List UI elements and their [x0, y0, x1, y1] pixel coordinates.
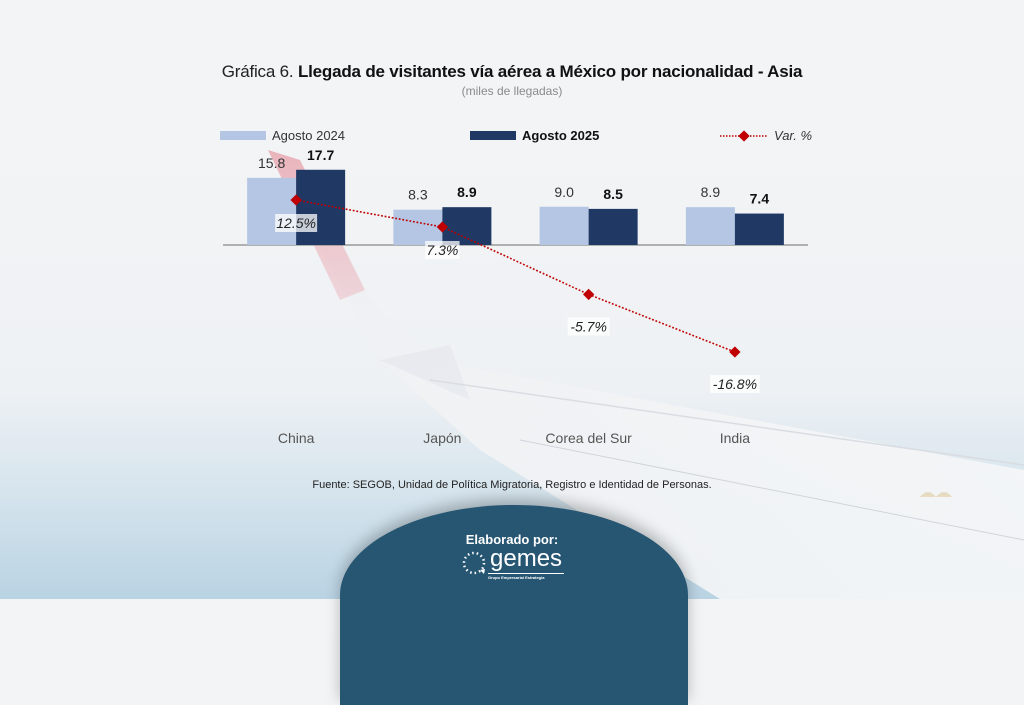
var-pct-marker [290, 194, 302, 206]
chart-title-main: Llegada de visitantes vía aérea a México… [297, 62, 803, 81]
data-label-agosto-2025: 7.4 [750, 191, 770, 207]
bar-agosto-2025 [442, 207, 492, 245]
data-label-var-pct: 7.3% [426, 242, 458, 258]
bar-agosto-2024 [685, 207, 735, 245]
data-label-agosto-2025: 17.7 [307, 147, 334, 163]
bar-agosto-2024 [247, 177, 297, 245]
chart-title-block: Gráfica 6. Llegada de visitantes vía aér… [0, 62, 1024, 98]
legend-label: Agosto 2024 [272, 128, 346, 143]
chart-plot-area: 15.8 17.7 China 8.3 8.9 Japón 9.0 8.5 Corea del … [223, 147, 808, 446]
var-pct-marker [729, 346, 741, 358]
data-label-agosto-2025: 8.9 [457, 184, 477, 200]
chart-legend: Agosto 2024 Agosto 2025 Var. % [220, 128, 830, 144]
logo-underline [488, 573, 564, 574]
logo-tagline: Grupo Empresarial Estrategia [488, 575, 545, 580]
x-tick-label: Japón [423, 430, 461, 446]
bar-agosto-2024 [393, 209, 443, 245]
data-label-agosto-2024: 9.0 [554, 184, 574, 200]
legend-item-var-pct: Var. % [720, 128, 812, 143]
x-tick-label: Corea del Sur [545, 430, 632, 446]
legend-label: Agosto 2025 [522, 128, 600, 143]
data-label-agosto-2024: 8.3 [408, 187, 428, 203]
logo-wordmark: gemes [490, 545, 563, 572]
chart-subtitle: (miles de llegadas) [461, 84, 563, 98]
bar-agosto-2024 [539, 206, 589, 245]
x-tick-label: China [278, 430, 315, 446]
bar-agosto-2025 [588, 208, 638, 245]
var-pct-label-bg [275, 214, 318, 232]
source-note: Fuente: SEGOB, Unidad de Política Migrat… [312, 479, 712, 491]
legend-item-agosto-2025: Agosto 2025 [470, 128, 599, 143]
data-label-agosto-2024: 8.9 [701, 184, 721, 200]
data-label-var-pct: -5.7% [570, 318, 607, 334]
bar-agosto-2025 [296, 169, 346, 245]
chart-title-prefix: Gráfica 6. [221, 62, 294, 81]
legend-swatch-agosto-2024 [220, 131, 266, 140]
var-pct-marker [436, 221, 449, 233]
var-pct-label-bg [710, 375, 760, 393]
legend-item-agosto-2024: Agosto 2024 [220, 128, 345, 143]
logo-dotted-circle-icon [462, 551, 486, 575]
legend-line-marker-icon [720, 129, 768, 142]
chart-title: Gráfica 6. Llegada de visitantes vía aér… [0, 62, 1024, 82]
footer-label: Elaborado por: [465, 532, 559, 547]
gemes-logo: gemes Grupo Empresarial Estrategia [460, 545, 570, 582]
data-label-var-pct: -16.8% [713, 376, 757, 392]
data-label-var-pct: 12.5% [276, 215, 316, 231]
var-pct-label-bg [567, 317, 610, 336]
var-pct-label-bg [425, 240, 460, 259]
x-tick-label: India [720, 430, 751, 446]
var-pct-line [295, 199, 736, 353]
data-label-agosto-2024: 15.8 [258, 155, 285, 171]
bar-agosto-2025 [734, 213, 784, 245]
var-pct-marker [582, 288, 595, 301]
data-label-agosto-2025: 8.5 [603, 186, 623, 202]
legend-label: Var. % [774, 128, 813, 143]
legend-swatch-agosto-2025 [470, 131, 516, 140]
